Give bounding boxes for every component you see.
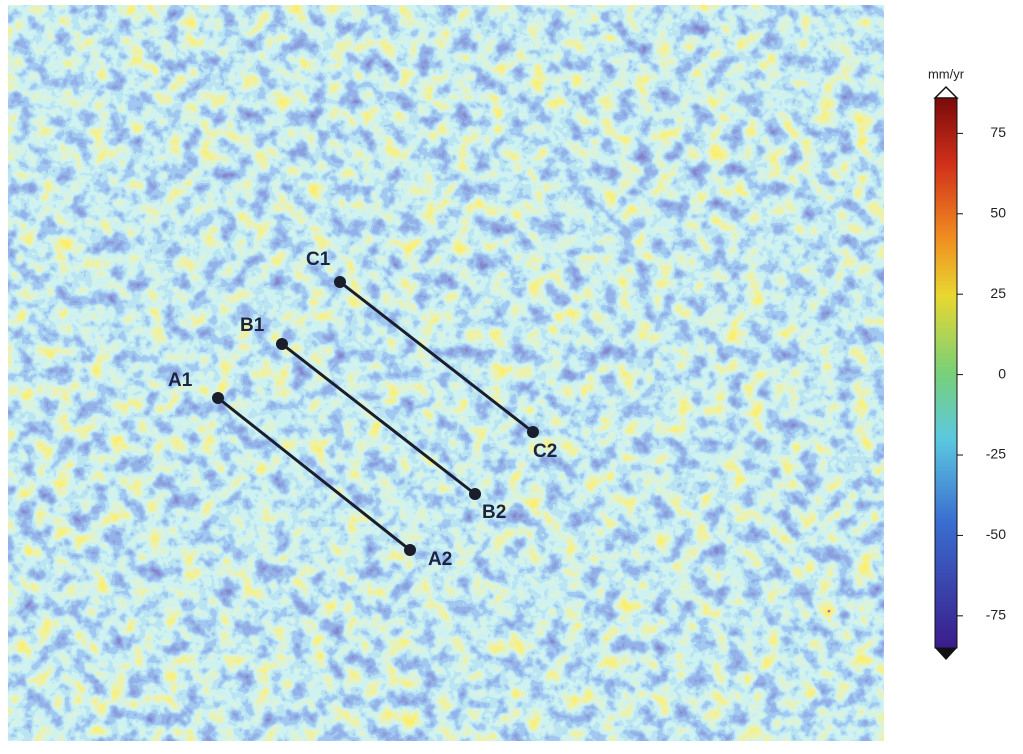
colorbar-tick-label: 50: [990, 204, 1006, 220]
profile-label: C1: [306, 249, 331, 270]
profile-point: [276, 338, 288, 350]
colorbar: mm/yr 75 50 25 0 -25 -50 -75: [928, 66, 1006, 660]
colorbar-tick-label: -75: [986, 607, 1006, 623]
profile-label: B2: [482, 502, 506, 523]
profile-point: [469, 488, 481, 500]
colorbar-tick-label: -25: [986, 446, 1006, 462]
profile-label: B1: [240, 315, 265, 336]
colorbar-tick-label: 25: [990, 285, 1006, 301]
colorbar-tick-label: 0: [998, 365, 1006, 381]
colorbar-unit: mm/yr: [928, 66, 965, 81]
colorbar-extend-top: [935, 87, 957, 98]
profile-label: C2: [533, 441, 557, 462]
profile-label: A2: [428, 549, 452, 570]
profile-point: [212, 392, 224, 404]
profile-point: [334, 276, 346, 288]
colorbar-extend-bottom: [935, 648, 957, 660]
profile-point: [527, 426, 539, 438]
map-figure: A1 A2 B1 B2 C1 C2 mm/yr 75 50 25 0 -25 -50 -75: [0, 0, 1023, 749]
profile-point: [404, 544, 416, 556]
deformation-raster: [8, 5, 884, 741]
colorbar-tick-label: -50: [986, 526, 1006, 542]
colorbar-bar: [935, 98, 957, 648]
page: A1 A2 B1 B2 C1 C2 mm/yr 75 50 25 0 -25 -50 -75…: [0, 0, 1023, 749]
colorbar-tick-label: 75: [990, 124, 1006, 140]
profile-label: A1: [168, 370, 193, 391]
